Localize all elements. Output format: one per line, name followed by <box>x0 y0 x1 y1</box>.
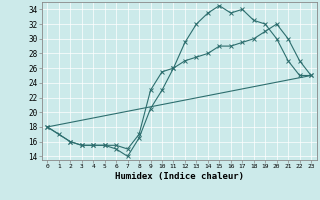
X-axis label: Humidex (Indice chaleur): Humidex (Indice chaleur) <box>115 172 244 181</box>
